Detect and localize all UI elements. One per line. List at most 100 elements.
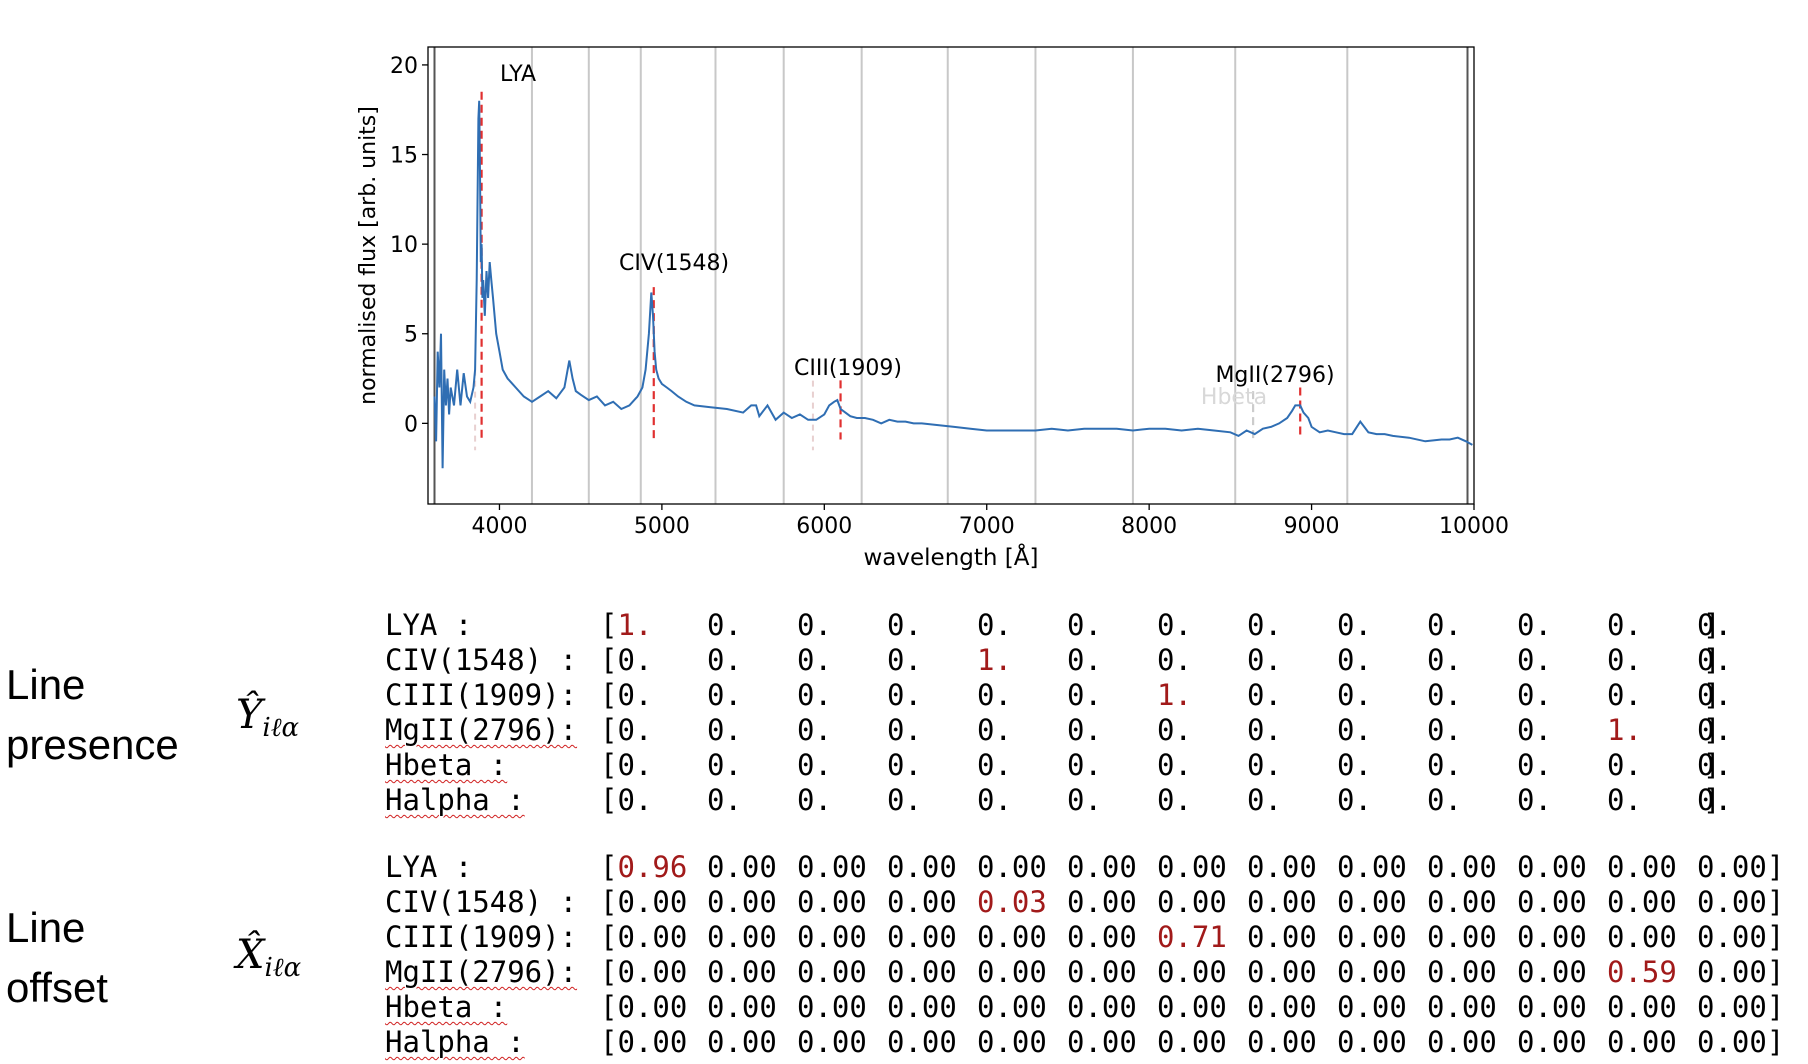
matrix-cell: 0.00 bbox=[1067, 955, 1137, 989]
matrix-cell: 0. bbox=[707, 713, 742, 747]
matrix-cell: 0.00 bbox=[1517, 955, 1587, 989]
matrix-close-bracket: ] bbox=[1703, 643, 1721, 677]
matrix-cell: 0.00 bbox=[1517, 885, 1587, 919]
matrix-cell: 0.00 bbox=[1247, 955, 1317, 989]
matrix-cell: 0.00 bbox=[887, 885, 957, 919]
matrix-cell: 0. bbox=[797, 608, 832, 642]
x-axis-label: wavelength [Å] bbox=[864, 543, 1039, 571]
matrix-cell: 0. bbox=[1337, 748, 1372, 782]
matrix-cell: [0.00 bbox=[600, 990, 688, 1024]
matrix-cell: 0. bbox=[1697, 678, 1732, 712]
matrix-cell: 0.00 bbox=[1337, 955, 1407, 989]
matrix-close-bracket: ] bbox=[1703, 783, 1721, 817]
matrix-cell: 0.00 bbox=[1067, 990, 1137, 1024]
line-markers bbox=[474, 91, 1302, 451]
matrix-cell: 0. bbox=[1607, 748, 1642, 782]
matrix-cell: 0.00 bbox=[887, 990, 957, 1024]
matrix-cell: [0.00 bbox=[600, 955, 688, 989]
marker-label-3: MgII(2796) bbox=[1215, 363, 1334, 388]
matrix-cell: 0. bbox=[707, 783, 742, 817]
highlighted-value: 1. bbox=[617, 608, 653, 642]
matrix-cell: 0.00 bbox=[1247, 1025, 1317, 1059]
offset-symbol: X̂iℓα bbox=[236, 932, 302, 983]
matrix-cell: 0.00 bbox=[707, 920, 777, 954]
matrix-cell: 0. bbox=[977, 783, 1012, 817]
matrix-cell: 0.00] bbox=[1697, 1025, 1785, 1059]
matrix-cell: 0.00 bbox=[977, 1025, 1047, 1059]
row-label: CIV(1548) : bbox=[385, 643, 578, 677]
row-label: Halpha : bbox=[385, 1025, 525, 1059]
matrix-cell: 0. bbox=[1427, 783, 1462, 817]
matrix-cell: 0. bbox=[707, 748, 742, 782]
plot-frame bbox=[427, 46, 1475, 505]
matrix-cell: 0. bbox=[1427, 643, 1462, 677]
matrix-cell: 0.00 bbox=[1157, 850, 1227, 884]
matrix-cell: 0. bbox=[797, 748, 832, 782]
row-label: Hbeta : bbox=[385, 748, 508, 782]
matrix-cell: 0.00 bbox=[1517, 990, 1587, 1024]
matrix-cell: 0.59 bbox=[1607, 955, 1677, 989]
matrix-cell: 0. bbox=[1607, 608, 1642, 642]
x-tick-label-5: 9000 bbox=[1284, 514, 1340, 539]
matrix-cell: 0.00] bbox=[1697, 990, 1785, 1024]
matrix-cell: 0. bbox=[1337, 713, 1372, 747]
row-label: CIV(1548) : bbox=[385, 885, 578, 919]
matrix-cell: 0. bbox=[977, 713, 1012, 747]
matrix-cell: 0.00 bbox=[887, 920, 957, 954]
x-axis-ticks: 4000 5000 6000 7000 8000 9000 10000 bbox=[471, 504, 1509, 539]
matrix-cell: 0. bbox=[797, 643, 832, 677]
matrix-cell: 0. bbox=[887, 678, 922, 712]
matrix-cell: 0.00 bbox=[1157, 885, 1227, 919]
y-axis-label: normalised flux [arb. units] bbox=[356, 106, 381, 405]
matrix-cell: [0. bbox=[600, 713, 653, 747]
matrix-cell: 0. bbox=[1337, 678, 1372, 712]
matrix-cell: 0. bbox=[1157, 608, 1192, 642]
bracket: [ bbox=[600, 850, 618, 884]
row-label: LYA : bbox=[385, 608, 473, 642]
matrix-cell: 0. bbox=[1067, 643, 1102, 677]
matrix-cell: 0.00 bbox=[797, 850, 867, 884]
matrix-cell: [0.00 bbox=[600, 885, 688, 919]
y-tick-label-2: 10 bbox=[390, 233, 418, 258]
matrix-cell: 0.00 bbox=[1247, 850, 1317, 884]
matrix-cell: 0.00 bbox=[887, 1025, 957, 1059]
y-tick-label-4: 20 bbox=[390, 54, 418, 79]
matrix-cell: [0. bbox=[600, 748, 653, 782]
y-tick-label-3: 15 bbox=[390, 144, 418, 169]
matrix-cell: 0.71 bbox=[1157, 920, 1227, 954]
matrix-cell: 0. bbox=[1517, 748, 1552, 782]
matrix-cell: 0. bbox=[1247, 643, 1282, 677]
matrix-cell: 0. bbox=[1247, 748, 1282, 782]
matrix-cell: 0.00 bbox=[1337, 1025, 1407, 1059]
matrix-cell: 0.00 bbox=[1427, 920, 1497, 954]
matrix-cell: 0. bbox=[1067, 713, 1102, 747]
matrix-cell: 0.00 bbox=[1517, 1025, 1587, 1059]
matrix-cell: 1. bbox=[1607, 713, 1642, 747]
matrix-cell: 0.00 bbox=[1337, 990, 1407, 1024]
matrix-cell: [0. bbox=[600, 678, 653, 712]
matrix-cell: 0. bbox=[1697, 713, 1732, 747]
matrix-cell: [0.00 bbox=[600, 1025, 688, 1059]
matrix-cell: 0.00 bbox=[1607, 990, 1677, 1024]
matrix-cell: 0.00 bbox=[1427, 990, 1497, 1024]
matrix-cell: 0.00 bbox=[1157, 955, 1227, 989]
matrix-cell: 0. bbox=[1697, 783, 1732, 817]
matrix-cell: 1. bbox=[977, 643, 1012, 677]
matrix-cell: 0. bbox=[1157, 643, 1192, 677]
matrix-cell: 0.00 bbox=[1067, 850, 1137, 884]
matrix-cell: 0. bbox=[1427, 748, 1462, 782]
matrix-cell: 0. bbox=[1697, 608, 1732, 642]
matrix-cell: 0.00] bbox=[1697, 955, 1785, 989]
matrix-cell: 0.00] bbox=[1697, 885, 1785, 919]
matrix-cell: 0. bbox=[707, 678, 742, 712]
row-label: Hbeta : bbox=[385, 990, 508, 1024]
matrix-cell: 0. bbox=[1247, 608, 1282, 642]
matrix-cell: 0. bbox=[887, 748, 922, 782]
matrix-cell: 0.00 bbox=[1067, 920, 1137, 954]
matrix-cell: 0. bbox=[977, 748, 1012, 782]
highlighted-value: 0.96 bbox=[617, 850, 688, 884]
matrix-cell: [1. bbox=[600, 608, 652, 642]
matrix-cell: 0.00 bbox=[1067, 885, 1137, 919]
matrix-cell: 0.00 bbox=[797, 920, 867, 954]
gridlines bbox=[433, 47, 1469, 504]
